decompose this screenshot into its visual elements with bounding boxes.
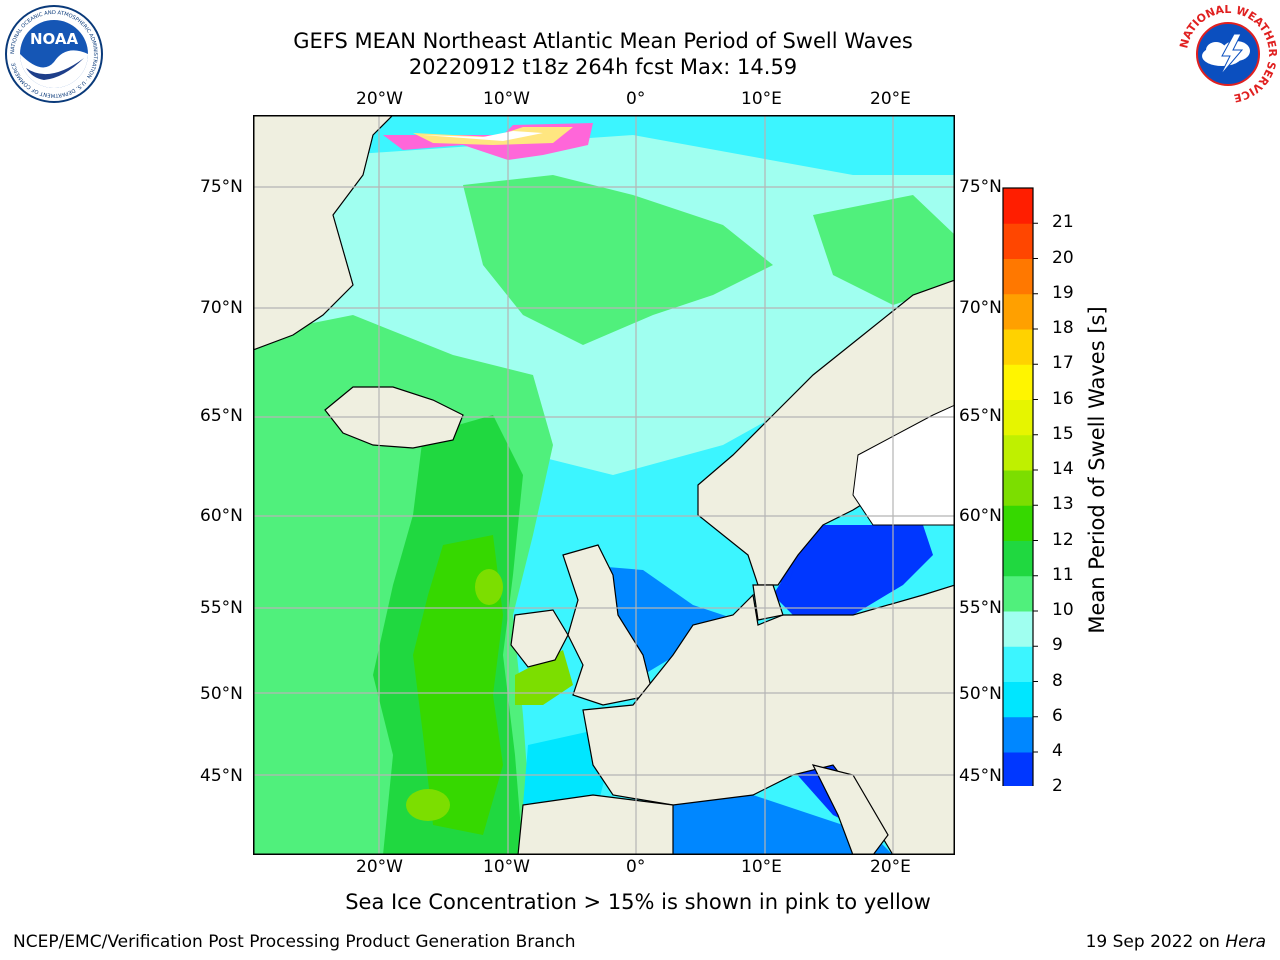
lat-label-left-45n: 45°N [200, 766, 243, 786]
lon-label-top-10w: 10°W [483, 89, 530, 109]
colorbar-segment [1003, 399, 1033, 436]
footer-left: NCEP/EMC/Verification Post Processing Pr… [13, 932, 576, 952]
swell-zone-12-13s [475, 569, 503, 605]
colorbar-segment [1003, 575, 1033, 612]
footer-date: 19 Sep 2022 on [1085, 932, 1226, 952]
lat-label-right-70n: 70°N [959, 298, 1002, 318]
lat-label-left-70n: 70°N [200, 298, 243, 318]
colorbar-label: Mean Period of Swell Waves [s] [1085, 306, 1109, 634]
colorbar-tick-label: 4 [1052, 741, 1063, 761]
lon-label-top-20e: 20°E [870, 89, 911, 109]
colorbar-tick-label: 21 [1052, 212, 1074, 233]
lat-label-right-55n: 55°N [959, 598, 1002, 618]
colorbar-tick-label: 10 [1052, 600, 1074, 620]
land-great-britain [562, 544, 654, 706]
sea-ice-core [413, 127, 573, 145]
lon-label-bottom-10w: 10°W [483, 857, 530, 877]
land-continental-europe [582, 584, 955, 855]
region-gulf-of-bothnia [852, 404, 955, 526]
colorbar-tick-label: 20 [1052, 247, 1074, 268]
nws-logo: NATIONAL WEATHER SERVICE [1178, 4, 1278, 104]
land-greenland [253, 115, 394, 351]
lat-label-left-50n: 50°N [200, 684, 243, 704]
noaa-logo-text: NOAA [30, 30, 79, 48]
colorbar-tick-label: 12 [1052, 529, 1074, 550]
colorbar-segment [1003, 505, 1033, 541]
lat-label-left-75n: 75°N [200, 177, 243, 197]
sea-ice-edge [423, 131, 543, 141]
colorbar-segment [1003, 223, 1033, 259]
lon-label-bottom-0: 0° [626, 857, 646, 877]
lat-label-left-60n: 60°N [200, 506, 243, 526]
colorbar-tick-label: 6 [1052, 705, 1063, 726]
lon-label-top-20w: 20°W [356, 89, 403, 109]
swell-zone-12-13s-south [406, 789, 450, 821]
land-iberia [517, 794, 674, 855]
swell-zone-12-13s-celtic [515, 650, 573, 705]
colorbar-segment [1003, 716, 1033, 753]
land-ireland [510, 609, 569, 668]
lat-label-right-45n: 45°N [959, 766, 1002, 786]
colorbar-segment [1003, 470, 1033, 506]
lat-label-left-65n: 65°N [200, 406, 243, 426]
colorbar-tick-label: 2 [1052, 776, 1063, 797]
colorbar-tick-label: 9 [1052, 635, 1063, 656]
colorbar-segment [1003, 646, 1033, 682]
colorbar-frame [1002, 187, 1034, 786]
swell-zone-11-12s [413, 535, 503, 835]
colorbar-segment [1003, 329, 1033, 365]
colorbar-tick-label: 16 [1052, 388, 1074, 409]
swell-zone-9-10s-east [813, 195, 955, 305]
colorbar-tick-label: 13 [1052, 494, 1074, 515]
lon-label-bottom-20e: 20°E [870, 857, 911, 877]
lon-label-top-10e: 10°E [741, 89, 782, 109]
lat-label-right-50n: 50°N [959, 684, 1002, 704]
colorbar-segment [1003, 611, 1033, 647]
map-subtitle: 20220912 t18z 264h fcst Max: 14.59 [408, 55, 798, 79]
colorbar-segment [1003, 364, 1033, 400]
colorbar-segment [1003, 681, 1033, 718]
colorbar-segment [1003, 434, 1033, 471]
lat-label-left-55n: 55°N [200, 598, 243, 618]
colorbar-segment [1003, 540, 1033, 577]
lat-label-right-75n: 75°N [959, 177, 1002, 197]
colorbar-tick-label: 11 [1052, 564, 1074, 585]
colorbar-tick-label: 15 [1052, 423, 1074, 444]
colorbar-segment [1003, 258, 1033, 295]
noaa-logo: NOAA NATIONAL OCEANIC AND ATMOSPHERIC AD… [5, 5, 103, 103]
colorbar-tick-label: 14 [1052, 459, 1074, 479]
colorbar-segment [1003, 293, 1033, 330]
colorbar-tick-label: 17 [1052, 353, 1074, 374]
map-panel [253, 115, 955, 855]
lon-label-top-0: 0° [626, 89, 646, 109]
lat-label-right-65n: 65°N [959, 406, 1002, 426]
graticule [253, 115, 955, 855]
colorbar-tick-label: 8 [1052, 670, 1063, 691]
swell-zone-mediterranean [663, 795, 893, 855]
map-frame [253, 115, 955, 855]
colorbar [1002, 187, 1038, 786]
footer-right: 19 Sep 2022 on Hera [1086, 932, 1266, 952]
colorbar-segment [1003, 752, 1033, 786]
lat-label-right-60n: 60°N [959, 506, 1002, 526]
swell-zone-9-10s-north [463, 175, 773, 345]
sea-ice-note: Sea Ice Concentration > 15% is shown in … [345, 890, 931, 914]
lon-label-bottom-10e: 10°E [741, 857, 782, 877]
land-masses [253, 115, 955, 855]
colorbar-tick-label: 19 [1052, 282, 1074, 303]
lon-label-bottom-20w: 20°W [356, 857, 403, 877]
map-title: GEFS MEAN Northeast Atlantic Mean Period… [293, 29, 913, 53]
colorbar-segment [1003, 188, 1033, 224]
colorbar-tick-label: 18 [1052, 318, 1074, 338]
footer-host: Hera [1225, 932, 1266, 952]
